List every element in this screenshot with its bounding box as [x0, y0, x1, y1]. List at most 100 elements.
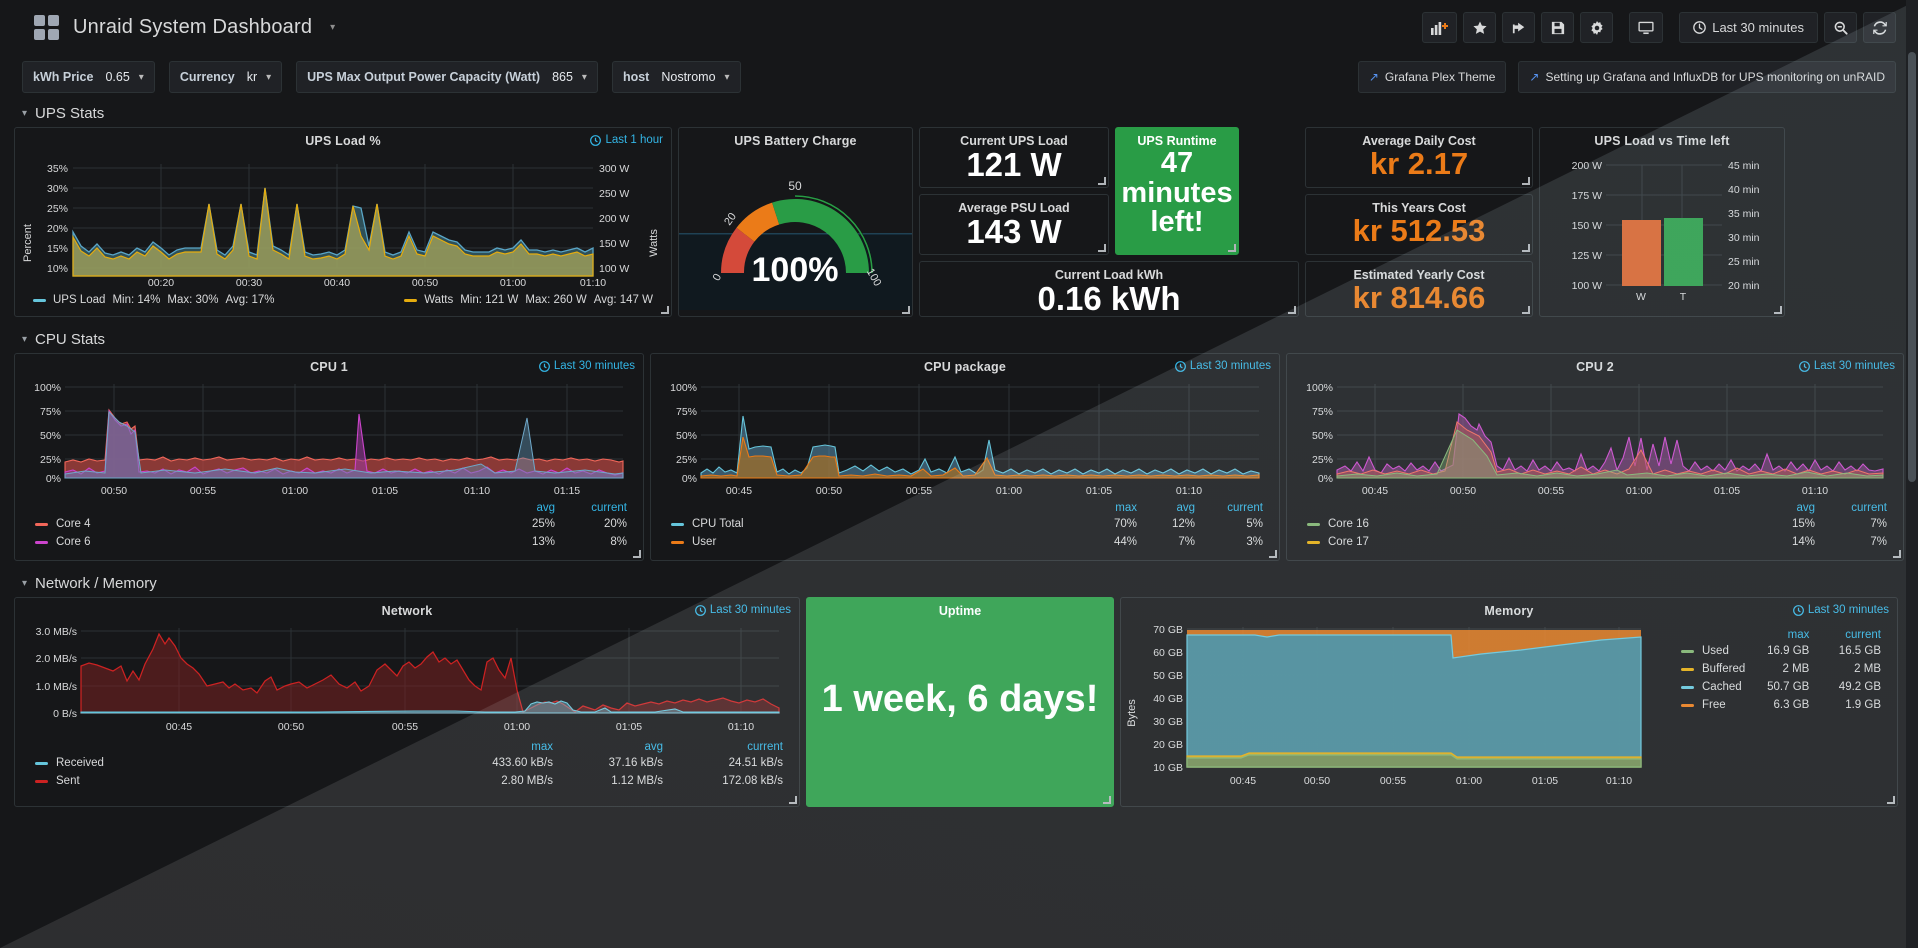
- legend-series[interactable]: Cached: [1675, 678, 1751, 696]
- panel-resize-handle[interactable]: [1887, 796, 1895, 804]
- legend-row[interactable]: Buffered 2 MB 2 MB: [1675, 660, 1887, 678]
- panel-this-years-cost[interactable]: This Years Cost kr 512.53: [1305, 194, 1533, 255]
- variable-currency[interactable]: Currency kr ▾: [168, 61, 283, 93]
- page-scrollbar[interactable]: [1906, 0, 1918, 948]
- legend-row[interactable]: CPU Total 70% 12% 5%: [665, 515, 1269, 533]
- panel-resize-handle[interactable]: [1098, 244, 1106, 252]
- panel-network[interactable]: Network Last 30 minutes 3.0 MB/s 2.0 MB/…: [14, 597, 800, 807]
- row-cpu-stats[interactable]: ▾ CPU Stats: [0, 325, 1918, 353]
- tv-mode-button[interactable]: [1629, 12, 1664, 43]
- legend-series[interactable]: User: [665, 533, 1085, 551]
- legend-series[interactable]: CPU Total: [665, 515, 1085, 533]
- panel-memory[interactable]: Memory Last 30 minutes Bytes 70 GB 60 GB…: [1120, 597, 1898, 807]
- panel-resize-handle[interactable]: [1269, 550, 1277, 558]
- panel-resize-handle[interactable]: [1522, 306, 1530, 314]
- variable-ups-max-output[interactable]: UPS Max Output Power Capacity (Watt) 865…: [296, 61, 598, 93]
- legend-row[interactable]: Received 433.60 kB/s 37.16 kB/s 24.51 kB…: [29, 754, 789, 772]
- legend-series[interactable]: Free: [1675, 696, 1751, 714]
- panel-ups-load[interactable]: UPS Load % Last 1 hour Percent Watts 35%…: [14, 127, 672, 317]
- legend-header-avg[interactable]: avg: [644, 741, 663, 753]
- panel-time-range[interactable]: Last 30 minutes: [1792, 604, 1889, 616]
- panel-average-daily-cost[interactable]: Average Daily Cost kr 2.17: [1305, 127, 1533, 188]
- add-panel-button[interactable]: [1422, 12, 1458, 43]
- panel-cpu2[interactable]: CPU 2 Last 30 minutes 100% 75% 50% 25% 0…: [1286, 353, 1904, 561]
- panel-resize-handle[interactable]: [789, 796, 797, 804]
- panel-resize-handle[interactable]: [1893, 550, 1901, 558]
- panel-time-range[interactable]: Last 30 minutes: [538, 360, 635, 372]
- panel-resize-handle[interactable]: [633, 550, 641, 558]
- panel-time-range[interactable]: Last 30 minutes: [1798, 360, 1895, 372]
- chevron-down-icon[interactable]: ▾: [330, 22, 336, 33]
- legend-row[interactable]: Cached 50.7 GB 49.2 GB: [1675, 678, 1887, 696]
- panel-ups-load-vs-time-left[interactable]: UPS Load vs Time left 200 W 175 W 150 W …: [1539, 127, 1785, 317]
- panel-resize-handle[interactable]: [1522, 244, 1530, 252]
- star-dashboard-button[interactable]: [1463, 12, 1497, 43]
- legend-row[interactable]: Free 6.3 GB 1.9 GB: [1675, 696, 1887, 714]
- panel-cpu-package[interactable]: CPU package Last 30 minutes 100% 75% 50%…: [650, 353, 1280, 561]
- panel-estimated-yearly-cost[interactable]: Estimated Yearly Cost kr 814.66: [1305, 261, 1533, 317]
- dashlink-grafana-plex-theme[interactable]: ↗ Grafana Plex Theme: [1357, 61, 1507, 93]
- variable-value[interactable]: 0.65 ▾: [105, 70, 143, 84]
- row-ups-stats[interactable]: ▾ UPS Stats: [0, 99, 1918, 127]
- variable-kwh-price[interactable]: kWh Price 0.65 ▾: [22, 61, 155, 93]
- zoom-out-time-button[interactable]: [1824, 12, 1857, 43]
- row-network-memory[interactable]: ▾ Network / Memory: [0, 569, 1918, 597]
- variable-value[interactable]: kr ▾: [247, 70, 271, 84]
- panel-resize-handle[interactable]: [1288, 306, 1296, 314]
- legend-header-max[interactable]: max: [531, 741, 553, 753]
- panel-resize-handle[interactable]: [1774, 306, 1782, 314]
- legend-series[interactable]: Used: [1675, 642, 1751, 660]
- panel-resize-handle[interactable]: [902, 306, 910, 314]
- panel-current-ups-load[interactable]: Current UPS Load 121 W: [919, 127, 1109, 188]
- legend-row[interactable]: Core 16 15% 7%: [1301, 515, 1893, 533]
- legend-series[interactable]: Sent: [29, 772, 429, 790]
- panel-time-range[interactable]: Last 1 hour: [590, 134, 663, 146]
- share-dashboard-button[interactable]: [1502, 12, 1536, 43]
- variable-value[interactable]: Nostromo ▾: [661, 70, 729, 84]
- legend-series[interactable]: Core 6: [29, 533, 503, 551]
- panel-resize-handle[interactable]: [1098, 177, 1106, 185]
- legend-header-current[interactable]: current: [1227, 502, 1263, 514]
- panel-resize-handle[interactable]: [1522, 177, 1530, 185]
- legend-header-avg[interactable]: avg: [536, 502, 555, 514]
- panel-uptime[interactable]: Uptime 1 week, 6 days!: [806, 597, 1114, 807]
- panel-time-range[interactable]: Last 30 minutes: [1174, 360, 1271, 372]
- legend-series[interactable]: Core 4: [29, 515, 503, 533]
- legend-series[interactable]: Buffered: [1675, 660, 1751, 678]
- legend-header-avg[interactable]: avg: [1176, 502, 1195, 514]
- legend-header-avg[interactable]: avg: [1796, 502, 1815, 514]
- legend-item-ups-load[interactable]: UPS Load Min: 14% Max: 30% Avg: 17%: [33, 294, 275, 306]
- panel-ups-runtime[interactable]: UPS Runtime 47 minutes left!: [1115, 127, 1239, 255]
- scrollbar-thumb[interactable]: [1908, 52, 1916, 482]
- legend-row[interactable]: Core 4 25% 20%: [29, 515, 633, 533]
- panel-current-load-kwh[interactable]: Current Load kWh 0.16 kWh: [919, 261, 1299, 317]
- legend-header-current[interactable]: current: [591, 502, 627, 514]
- legend-header-current[interactable]: current: [1851, 502, 1887, 514]
- legend-item-watts[interactable]: Watts Min: 121 W Max: 260 W Avg: 147 W: [404, 294, 653, 306]
- legend-header-current[interactable]: current: [1845, 629, 1881, 641]
- legend-row[interactable]: Core 17 14% 7%: [1301, 533, 1893, 551]
- legend-series[interactable]: Core 17: [1301, 533, 1763, 551]
- panel-cpu1[interactable]: CPU 1 Last 30 minutes 100% 75% 50% 25% 0…: [14, 353, 644, 561]
- legend-header-current[interactable]: current: [747, 741, 783, 753]
- panel-resize-handle[interactable]: [661, 306, 669, 314]
- legend-header-max[interactable]: max: [1115, 502, 1137, 514]
- save-dashboard-button[interactable]: [1541, 12, 1575, 43]
- legend-series[interactable]: Core 16: [1301, 515, 1763, 533]
- panel-time-range[interactable]: Last 30 minutes: [694, 604, 791, 616]
- variable-value[interactable]: 865 ▾: [552, 70, 587, 84]
- panel-ups-battery-charge[interactable]: UPS Battery Charge 0 20 50 100 100%: [678, 127, 913, 317]
- dashboard-settings-button[interactable]: [1580, 12, 1614, 43]
- legend-row[interactable]: Used 16.9 GB 16.5 GB: [1675, 642, 1887, 660]
- panel-average-psu-load[interactable]: Average PSU Load 143 W: [919, 194, 1109, 255]
- legend-header-max[interactable]: max: [1787, 629, 1810, 641]
- legend-row[interactable]: User 44% 7% 3%: [665, 533, 1269, 551]
- legend-row[interactable]: Core 6 13% 8%: [29, 533, 633, 551]
- panel-resize-handle[interactable]: [1228, 244, 1236, 252]
- variable-host[interactable]: host Nostromo ▾: [611, 61, 741, 93]
- dashlink-ups-monitoring-guide[interactable]: ↗ Setting up Grafana and InfluxDB for UP…: [1518, 61, 1896, 93]
- legend-series[interactable]: Received: [29, 754, 429, 772]
- legend-row[interactable]: Sent 2.80 MB/s 1.12 MB/s 172.08 kB/s: [29, 772, 789, 790]
- time-range-picker[interactable]: Last 30 minutes: [1679, 12, 1818, 43]
- panel-resize-handle[interactable]: [1103, 796, 1111, 804]
